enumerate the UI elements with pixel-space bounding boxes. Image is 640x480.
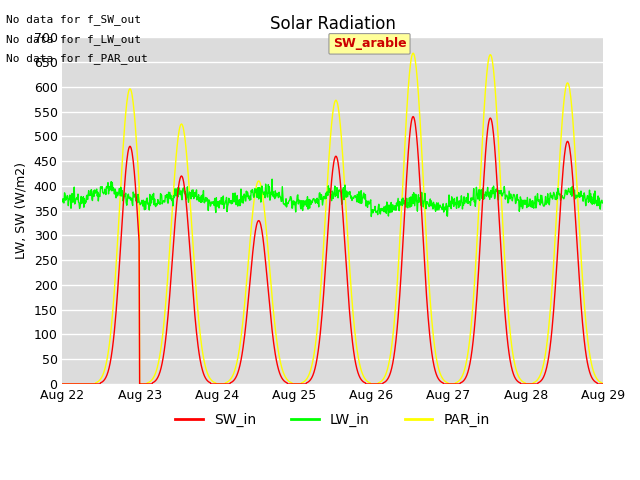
Title: Solar Radiation: Solar Radiation [269, 15, 396, 33]
Text: SW_arable: SW_arable [333, 37, 406, 50]
Text: No data for f_SW_out: No data for f_SW_out [6, 14, 141, 25]
Y-axis label: LW, SW (W/m2): LW, SW (W/m2) [15, 162, 28, 259]
Text: No data for f_LW_out: No data for f_LW_out [6, 34, 141, 45]
Text: No data for f_PAR_out: No data for f_PAR_out [6, 53, 148, 64]
Legend: SW_in, LW_in, PAR_in: SW_in, LW_in, PAR_in [170, 408, 495, 432]
